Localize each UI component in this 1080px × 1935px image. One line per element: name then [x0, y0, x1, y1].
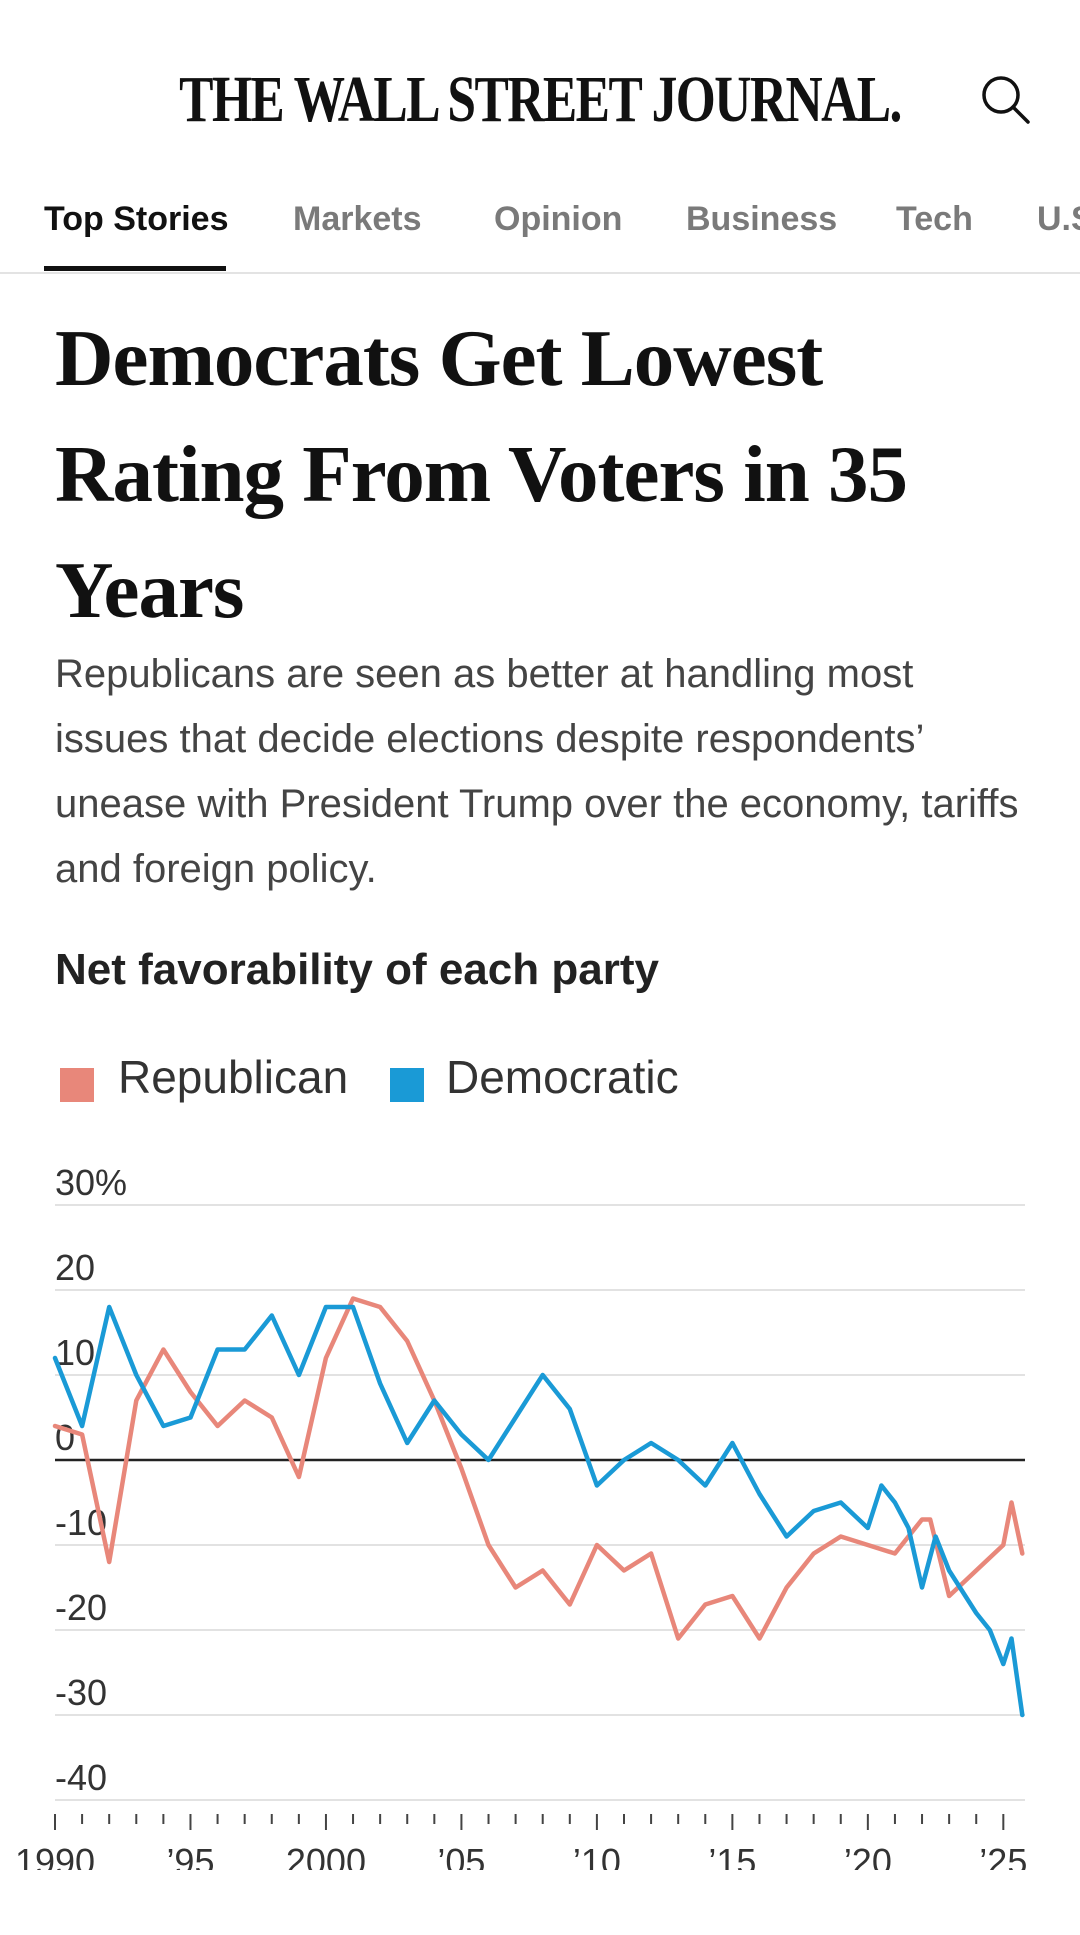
article-dek: Republicans are seen as better at handli…	[55, 652, 1019, 891]
tab-opinion[interactable]: Opinion	[494, 200, 623, 238]
y-tick-label: -40	[55, 1757, 107, 1798]
x-tick-label: 1990	[15, 1841, 95, 1870]
y-tick-label: 10	[55, 1332, 95, 1373]
legend-label-democratic: Democratic	[446, 1051, 679, 1103]
active-tab-indicator	[44, 266, 226, 271]
masthead: THE WALL STREET JOURNAL.	[0, 0, 1080, 190]
y-tick-label: 20	[55, 1247, 95, 1288]
x-tick-label: ’20	[844, 1841, 892, 1870]
y-tick-label: 30%	[55, 1162, 127, 1203]
x-tick-label: 2000	[286, 1841, 366, 1870]
x-tick-label: ’25	[979, 1841, 1027, 1870]
chart-title: Net favorability of each party	[55, 945, 659, 994]
series-line-democratic	[52, 1304, 1025, 1718]
y-tick-label: -20	[55, 1587, 107, 1628]
tab-business[interactable]: Business	[686, 200, 838, 238]
section-nav: Top Stories Markets Opinion Business Tec…	[0, 190, 1080, 274]
legend-swatch-republican	[60, 1068, 94, 1102]
x-tick-label: ’15	[708, 1841, 756, 1870]
tab-us[interactable]: U.S.	[1037, 200, 1080, 238]
x-tick-label: ’10	[573, 1841, 621, 1870]
series-line-republican	[52, 1296, 1025, 1641]
search-icon[interactable]	[976, 70, 1036, 130]
legend-swatch-democratic	[390, 1068, 424, 1102]
wsj-logo[interactable]: THE WALL STREET JOURNAL.	[179, 63, 902, 136]
article-headline[interactable]: Democrats Get Lowest Rating From Voters …	[55, 313, 908, 635]
tab-tech[interactable]: Tech	[896, 200, 973, 238]
tab-markets[interactable]: Markets	[293, 200, 422, 238]
tab-top-stories[interactable]: Top Stories	[44, 200, 229, 238]
x-tick-label: ’05	[437, 1841, 485, 1870]
y-tick-label: -30	[55, 1672, 107, 1713]
legend-label-republican: Republican	[118, 1051, 349, 1103]
x-tick-label: ’95	[166, 1841, 214, 1870]
y-tick-label: 0	[55, 1417, 75, 1458]
